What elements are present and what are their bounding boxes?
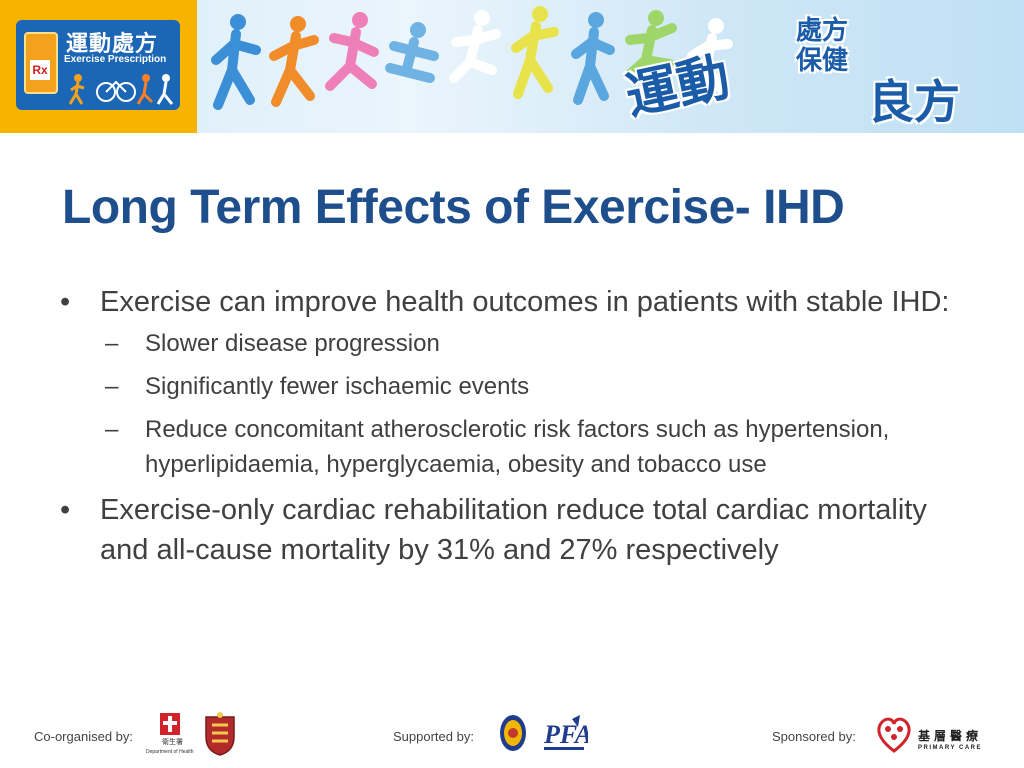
association-emblem-icon: [500, 715, 526, 751]
slide-body: Exercise can improve health outcomes in …: [60, 282, 960, 570]
primary-care-heart-icon: [877, 717, 911, 753]
slogan-text-3: 良方: [868, 75, 960, 129]
bullet-item: Exercise-only cardiac rehabilitation red…: [60, 490, 960, 570]
slide-title: Long Term Effects of Exercise- IHD: [62, 181, 845, 234]
running-figures-illustration: [211, 6, 733, 110]
pill-jar-icon: [24, 32, 58, 94]
college-crest-icon: [205, 712, 235, 756]
supported-label: Supported by:: [393, 729, 474, 744]
logo-english-text: Exercise Prescription: [64, 54, 167, 65]
logo-chinese-text: 運動處方: [66, 32, 159, 57]
primary-care-english-text: PRIMARY CARE: [918, 745, 983, 751]
svg-text:PFA: PFA: [543, 720, 588, 749]
doh-emblem-icon: [160, 713, 180, 735]
exercise-figures-icon: [68, 74, 174, 105]
doh-english-text: Department of Health: [146, 749, 194, 755]
primary-care-chinese-text: 基層醫療: [918, 729, 983, 743]
slogan-graphic: 運動 處方 保健 良方: [618, 14, 1018, 132]
co-organised-label: Co-organised by:: [34, 729, 133, 744]
slogan-text-2a: 處方: [796, 16, 849, 46]
department-of-health-logo: 衛生署 Department of Health: [146, 711, 194, 763]
slogan-text-2b: 保健: [796, 46, 849, 76]
sub-bullet-item: Significantly fewer ischaemic events: [100, 369, 960, 404]
bullet-text: Exercise can improve health outcomes in …: [100, 286, 950, 318]
slogan-text-2: 處方 保健: [796, 16, 848, 76]
bullet-text: Exercise-only cardiac rehabilitation red…: [100, 494, 927, 566]
footer: Co-organised by: 衛生署 Department of Healt…: [0, 705, 1024, 765]
sub-bullet-list: Slower disease progression Significantly…: [100, 326, 960, 482]
bullet-item: Exercise can improve health outcomes in …: [60, 282, 960, 322]
doh-chinese-text: 衛生署: [162, 738, 183, 746]
logo-panel: Rx 運動處方 Exercise Prescription: [16, 20, 180, 110]
sub-bullet-item: Reduce concomitant atherosclerotic risk …: [100, 412, 960, 482]
header-banner: Rx 運動處方 Exercise Prescription: [0, 0, 1024, 133]
rx-label: Rx: [30, 60, 50, 80]
runner-figure: [211, 6, 733, 110]
sponsored-label: Sponsored by:: [772, 729, 856, 744]
sub-bullet-item: Slower disease progression: [100, 326, 960, 361]
exercise-prescription-logo: Rx 運動處方 Exercise Prescription: [0, 0, 197, 133]
slogan-text-1: 運動: [620, 47, 735, 128]
pfa-logo-icon: PFA: [543, 715, 588, 750]
